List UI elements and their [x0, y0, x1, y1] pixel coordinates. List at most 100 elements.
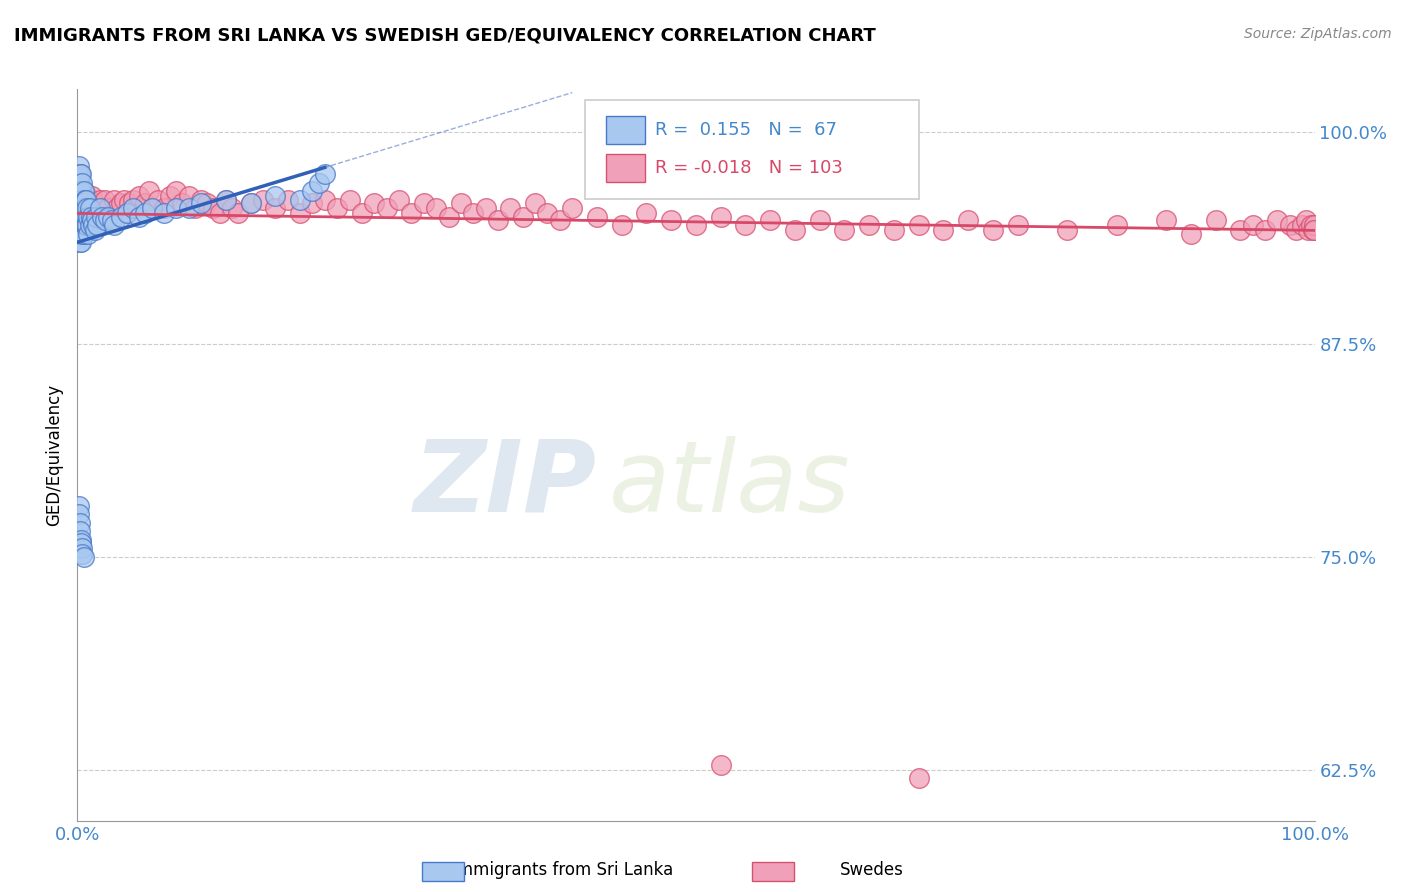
- Text: atlas: atlas: [609, 435, 851, 533]
- Point: [69, 201, 91, 215]
- Point: [610, 219, 633, 233]
- Point: [72, 176, 94, 190]
- Point: [363, 196, 385, 211]
- Point: [67, 210, 90, 224]
- Point: [125, 201, 148, 215]
- Point: [264, 189, 287, 203]
- Point: [118, 196, 141, 211]
- Point: [72, 549, 94, 564]
- Point: [70, 227, 93, 241]
- Point: [70, 219, 93, 233]
- Point: [72, 210, 94, 224]
- Point: [67, 176, 90, 190]
- Point: [70, 179, 93, 194]
- Point: [388, 193, 411, 207]
- Point: [450, 196, 472, 211]
- Point: [76, 219, 98, 233]
- Point: [1302, 223, 1324, 237]
- Text: ZIP: ZIP: [413, 435, 598, 533]
- Point: [82, 189, 104, 203]
- Point: [67, 159, 90, 173]
- Point: [165, 201, 187, 215]
- Point: [70, 201, 93, 215]
- FancyBboxPatch shape: [585, 100, 918, 199]
- Point: [177, 189, 200, 203]
- Point: [75, 219, 97, 233]
- Point: [110, 196, 132, 211]
- Point: [76, 201, 98, 215]
- Point: [72, 547, 94, 561]
- Point: [195, 196, 218, 211]
- Point: [69, 524, 91, 539]
- Point: [159, 189, 181, 203]
- Point: [79, 196, 101, 211]
- Point: [1154, 213, 1177, 227]
- Point: [1180, 227, 1202, 241]
- Point: [1303, 219, 1326, 233]
- Point: [759, 213, 782, 227]
- Point: [73, 193, 96, 207]
- Point: [82, 213, 104, 227]
- Point: [561, 201, 583, 215]
- Point: [239, 196, 262, 211]
- Point: [190, 196, 212, 211]
- Point: [73, 219, 96, 233]
- Point: [72, 184, 94, 198]
- Point: [710, 757, 733, 772]
- Point: [1007, 219, 1029, 233]
- Point: [76, 189, 98, 203]
- Point: [401, 206, 423, 220]
- Point: [69, 184, 91, 198]
- Point: [1105, 219, 1128, 233]
- Point: [512, 210, 534, 224]
- Point: [277, 193, 299, 207]
- Point: [783, 223, 806, 237]
- Point: [1303, 223, 1326, 237]
- Point: [86, 201, 108, 215]
- Point: [115, 206, 138, 220]
- Text: Source: ZipAtlas.com: Source: ZipAtlas.com: [1244, 27, 1392, 41]
- Point: [548, 213, 571, 227]
- Point: [1241, 219, 1264, 233]
- Point: [101, 213, 124, 227]
- Point: [91, 210, 114, 224]
- Point: [734, 219, 756, 233]
- Point: [834, 223, 856, 237]
- Point: [80, 210, 103, 224]
- Point: [375, 201, 398, 215]
- Point: [499, 201, 522, 215]
- Point: [110, 210, 132, 224]
- Point: [122, 193, 145, 207]
- Point: [67, 508, 90, 522]
- Point: [184, 201, 207, 215]
- Point: [70, 210, 93, 224]
- Point: [288, 206, 311, 220]
- Point: [82, 219, 104, 233]
- Point: [208, 206, 231, 220]
- Point: [84, 210, 107, 224]
- Point: [122, 201, 145, 215]
- Point: [72, 184, 94, 198]
- Point: [70, 533, 93, 547]
- Point: [73, 193, 96, 207]
- Point: [128, 189, 150, 203]
- Point: [69, 167, 91, 181]
- Point: [326, 201, 349, 215]
- FancyBboxPatch shape: [606, 116, 645, 144]
- Point: [636, 206, 658, 220]
- Point: [202, 201, 225, 215]
- Point: [72, 210, 94, 224]
- Point: [252, 193, 274, 207]
- Point: [981, 223, 1004, 237]
- Point: [586, 210, 609, 224]
- Point: [486, 213, 509, 227]
- Point: [146, 193, 169, 207]
- Point: [70, 235, 93, 250]
- Point: [907, 771, 929, 785]
- Point: [1205, 213, 1227, 227]
- Point: [957, 213, 980, 227]
- Point: [86, 219, 108, 233]
- Point: [215, 193, 238, 207]
- Point: [221, 201, 243, 215]
- Point: [437, 210, 460, 224]
